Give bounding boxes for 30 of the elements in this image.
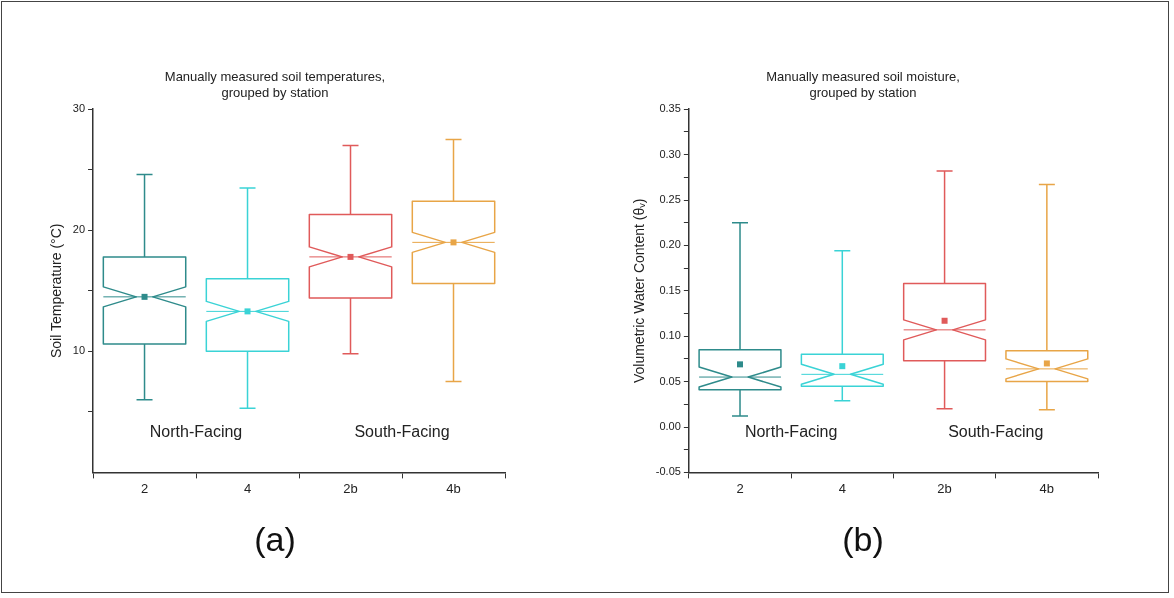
x-tick-label: 4b bbox=[1039, 480, 1055, 496]
x-tick-label: 2 bbox=[140, 480, 149, 496]
annotation: South-Facing bbox=[354, 422, 450, 440]
x-tick-label: 2b bbox=[937, 480, 952, 496]
y-axis-title: Soil Temperature (°C) bbox=[48, 223, 65, 359]
chart-title: Manually measured soil moisture, grouped by station bbox=[766, 69, 960, 100]
chart-title: Manually measured soil temperatures, grouped by station bbox=[164, 69, 386, 100]
y-tick-label: 10 bbox=[72, 344, 86, 357]
y-tick-label: 0.35 bbox=[659, 102, 681, 115]
y-tick-label: 0.00 bbox=[659, 420, 681, 433]
y-tick-label: -0.05 bbox=[655, 465, 681, 478]
x-tick-label: 4 bbox=[243, 480, 252, 496]
y-tick-label: 0.15 bbox=[659, 283, 681, 296]
y-tick-label: 0.30 bbox=[659, 147, 681, 160]
y-tick-label: 0.05 bbox=[659, 374, 681, 387]
y-tick-label: 20 bbox=[72, 223, 86, 236]
x-tick-label: 4b bbox=[446, 480, 461, 496]
x-tick-label: 4 bbox=[838, 480, 846, 496]
y-axis-title: Volumetric Water Content (θᵥ) bbox=[631, 198, 648, 384]
x-tick-label: 2b bbox=[343, 480, 358, 496]
text: (a) bbox=[253, 520, 297, 559]
y-tick-label: 0.10 bbox=[659, 329, 681, 342]
text: (b) bbox=[841, 520, 885, 559]
y-tick-label: 30 bbox=[72, 102, 86, 115]
y-tick-label: 0.20 bbox=[659, 238, 681, 251]
y-tick-label: 0.25 bbox=[659, 193, 681, 206]
annotation: North-Facing bbox=[149, 422, 243, 440]
x-tick-label: 2 bbox=[736, 480, 744, 496]
annotation: South-Facing bbox=[948, 422, 1044, 440]
annotation: North-Facing bbox=[744, 422, 838, 440]
